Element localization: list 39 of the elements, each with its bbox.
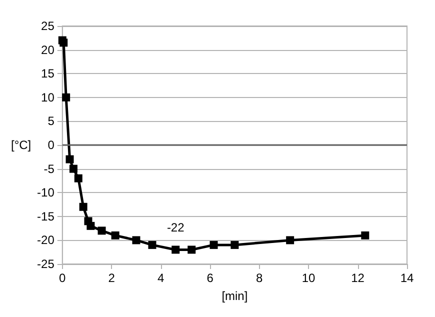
- x-tick-label: 12: [351, 271, 365, 285]
- point: [79, 202, 88, 211]
- point: [148, 240, 156, 249]
- x-tick-label: 10: [302, 271, 316, 285]
- point: [172, 246, 180, 254]
- data-label: -22: [166, 220, 185, 235]
- x-tick-label: 8: [256, 271, 263, 285]
- y-tick-label: -5: [44, 162, 55, 176]
- point: [230, 240, 239, 249]
- point: [286, 236, 294, 244]
- y-tick-label: 5: [48, 114, 55, 128]
- y-axis-title: [°C]: [10, 138, 32, 152]
- x-axis-title: [min]: [222, 289, 248, 303]
- point: [98, 226, 106, 235]
- x-tick-label: 14: [400, 271, 414, 285]
- y-tick-label: 10: [41, 90, 55, 104]
- y-tick-label: 15: [41, 66, 55, 81]
- point: [210, 240, 218, 249]
- point: [74, 174, 82, 182]
- x-tick-label: 2: [108, 271, 116, 285]
- y-tick-label: -10: [37, 186, 55, 200]
- x-tick-label: 4: [157, 271, 164, 285]
- point: [66, 155, 74, 164]
- point: [86, 222, 95, 230]
- y-tick-label: 20: [41, 42, 55, 57]
- point: [60, 38, 68, 47]
- y-tick-label: -25: [37, 257, 55, 271]
- point: [188, 246, 196, 254]
- y-tick-label: -15: [37, 209, 55, 224]
- x-tick-label: 6: [206, 271, 214, 285]
- point: [361, 231, 370, 240]
- y-tick-label: 0: [48, 138, 55, 152]
- x-tick-label: 0: [59, 271, 66, 285]
- point: [132, 236, 140, 244]
- y-tick-label: 25: [41, 19, 55, 33]
- y-tick-label: -20: [37, 233, 55, 248]
- point: [69, 164, 78, 173]
- point: [62, 93, 70, 102]
- point: [111, 231, 120, 240]
